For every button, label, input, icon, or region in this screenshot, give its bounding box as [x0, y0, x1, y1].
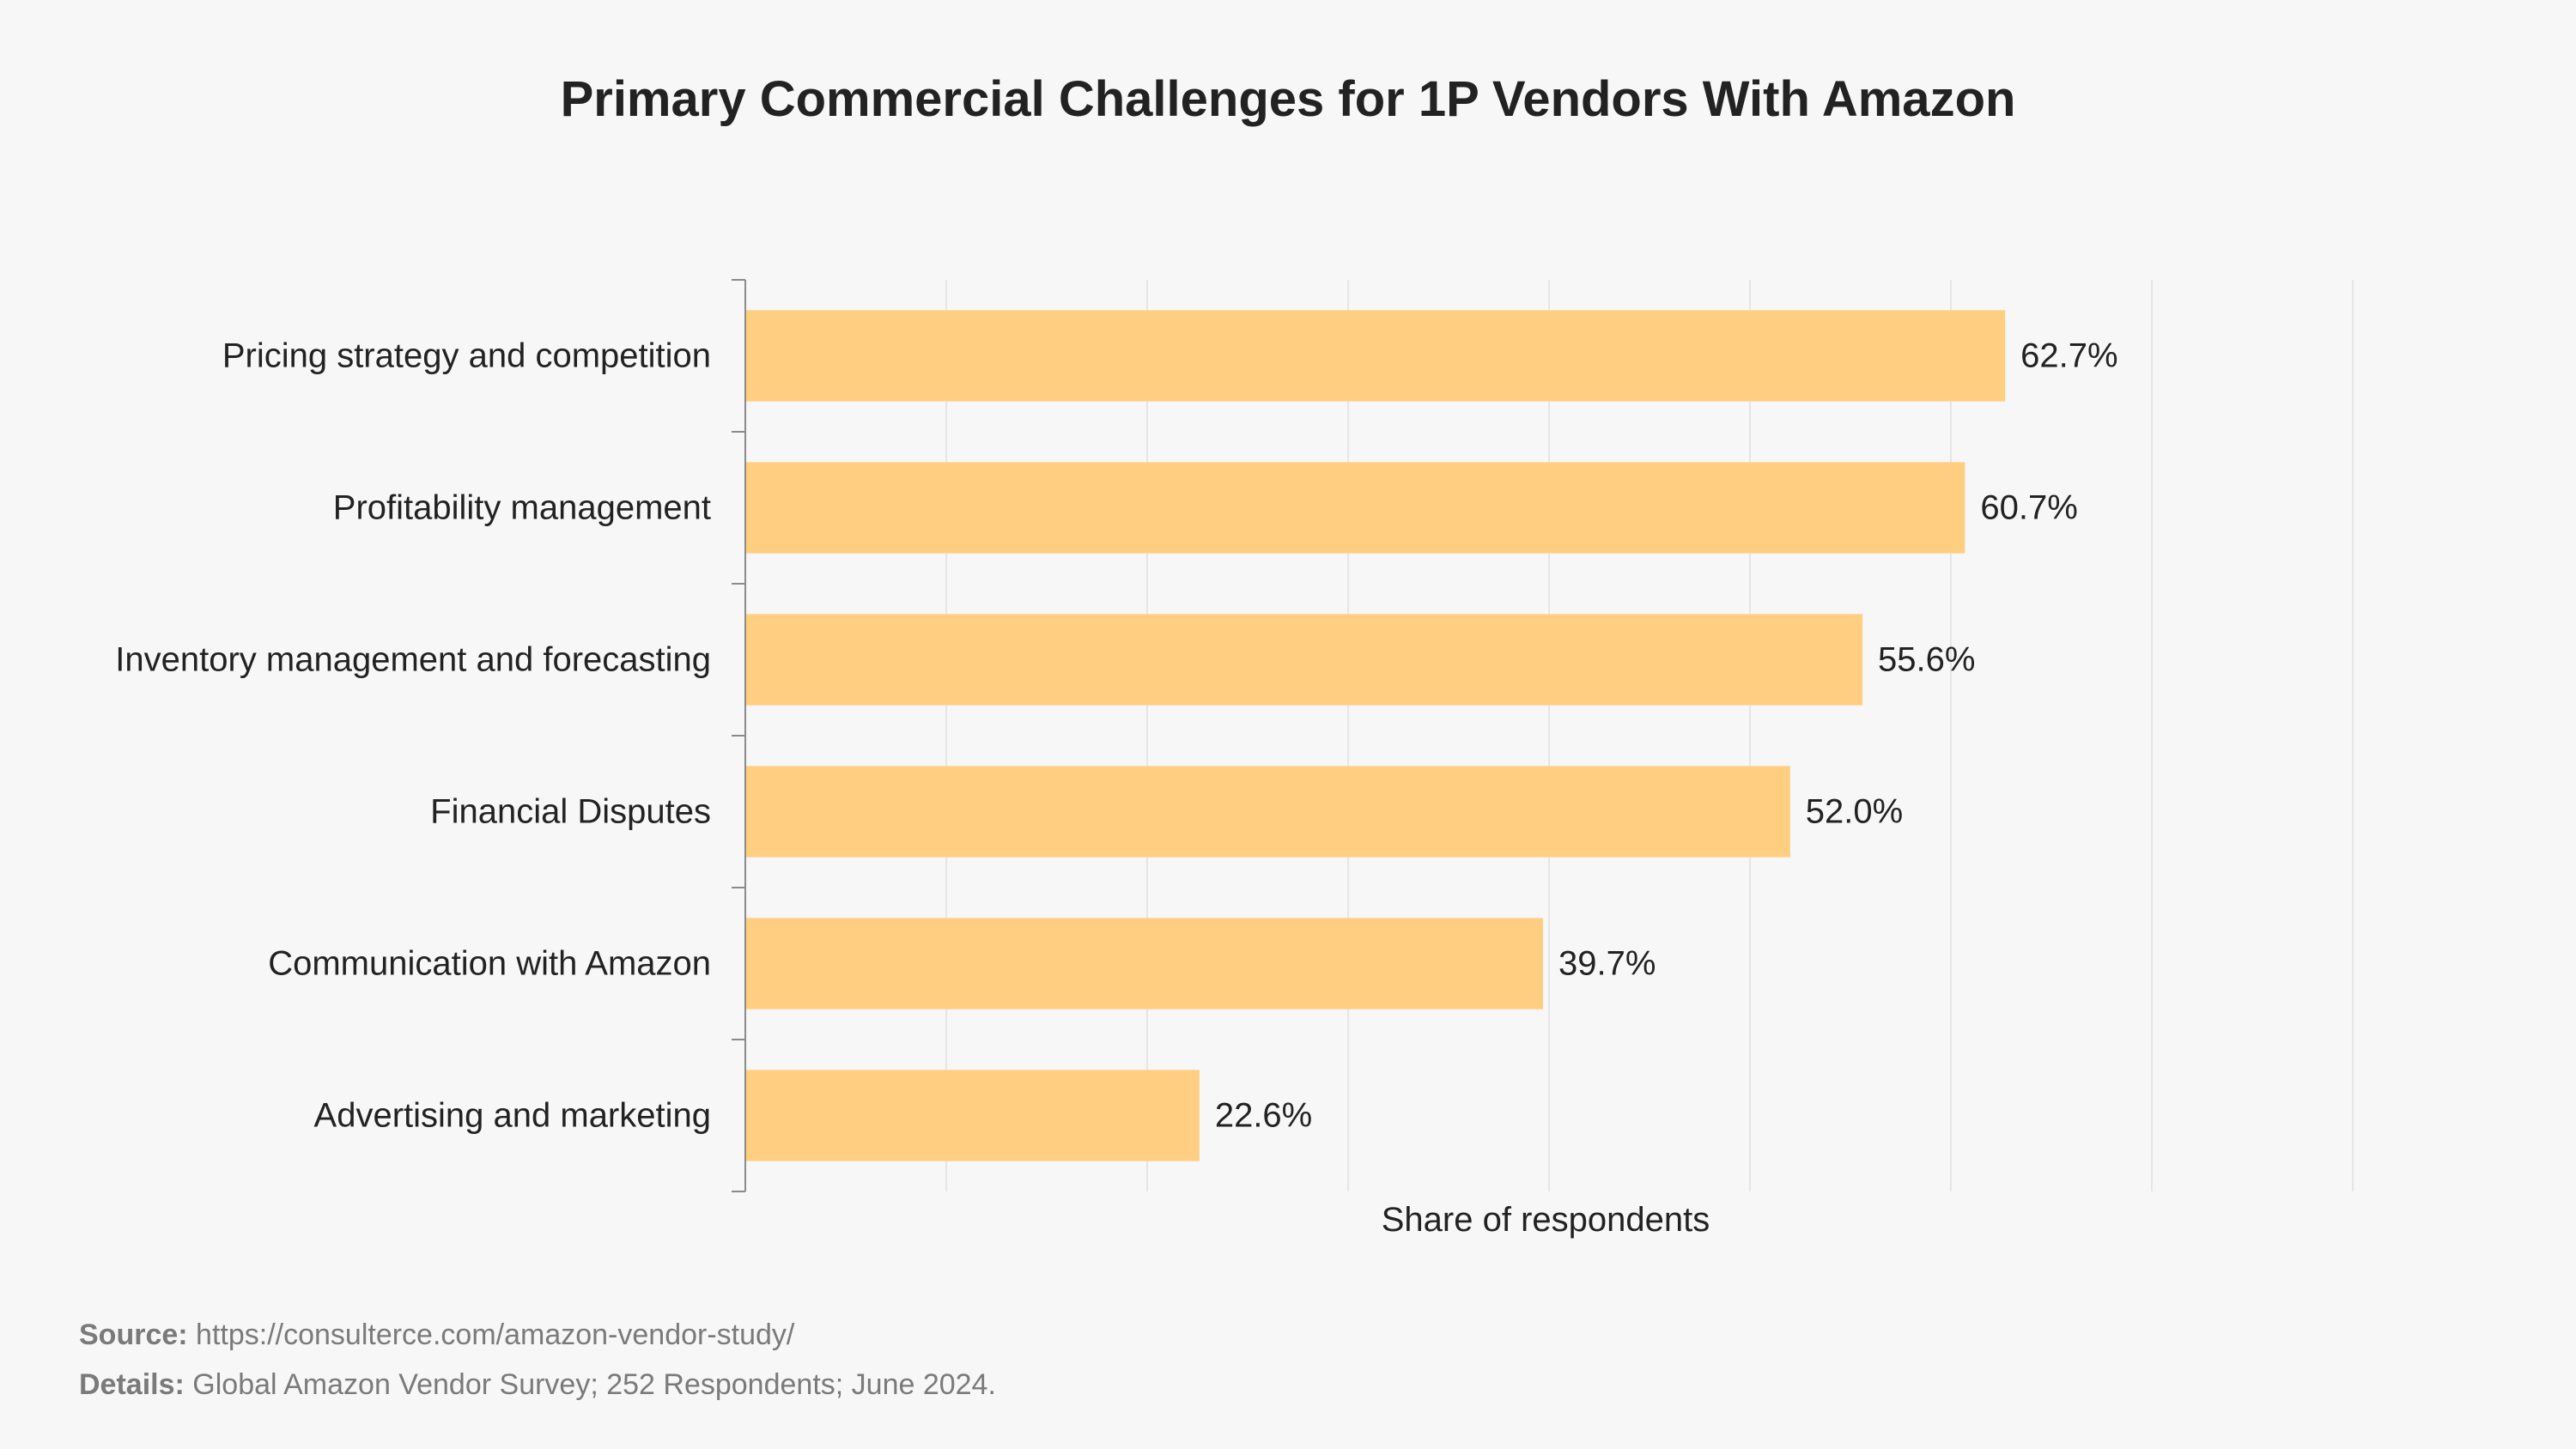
bars: [745, 310, 2006, 1161]
footer-details: Details: Global Amazon Vendor Survey; 25…: [79, 1368, 996, 1402]
details-label: Details:: [79, 1368, 185, 1401]
data-label: 60.7%: [1980, 489, 2077, 527]
bar: [745, 462, 1965, 554]
y-tick-label: Communication with Amazon: [268, 945, 711, 983]
bar: [745, 1070, 1200, 1161]
x-axis-title: Share of respondents: [1382, 1201, 1710, 1239]
data-label: 62.7%: [2020, 337, 2117, 375]
footer-source: Source: https://consulterce.com/amazon-v…: [79, 1319, 794, 1352]
y-tick-label: Financial Disputes: [430, 793, 711, 831]
grid-lines: [945, 280, 2354, 1191]
bar: [745, 918, 1543, 1009]
source-label: Source:: [79, 1319, 188, 1351]
bar: [745, 310, 2006, 402]
y-tick-label: Profitability management: [333, 489, 711, 527]
bar: [745, 614, 1863, 706]
data-label: 52.0%: [1806, 793, 1903, 831]
data-label: 22.6%: [1215, 1097, 1312, 1135]
source-value: https://consulterce.com/amazon-vendor-st…: [196, 1319, 795, 1351]
bar: [745, 766, 1790, 858]
labels: Pricing strategy and competition 62.7% Pro…: [115, 337, 2117, 1135]
chart-title: Primary Commercial Challenges for 1P Ven…: [560, 71, 2016, 127]
y-tick-label: Pricing strategy and competition: [222, 337, 711, 375]
y-axis: [732, 279, 746, 1192]
y-tick-label: Advertising and marketing: [314, 1097, 711, 1135]
y-tick-label: Inventory management and forecasting: [115, 641, 711, 679]
details-value: Global Amazon Vendor Survey; 252 Respond…: [192, 1368, 996, 1401]
data-label: 39.7%: [1558, 945, 1656, 983]
data-label: 55.6%: [1878, 641, 1975, 679]
